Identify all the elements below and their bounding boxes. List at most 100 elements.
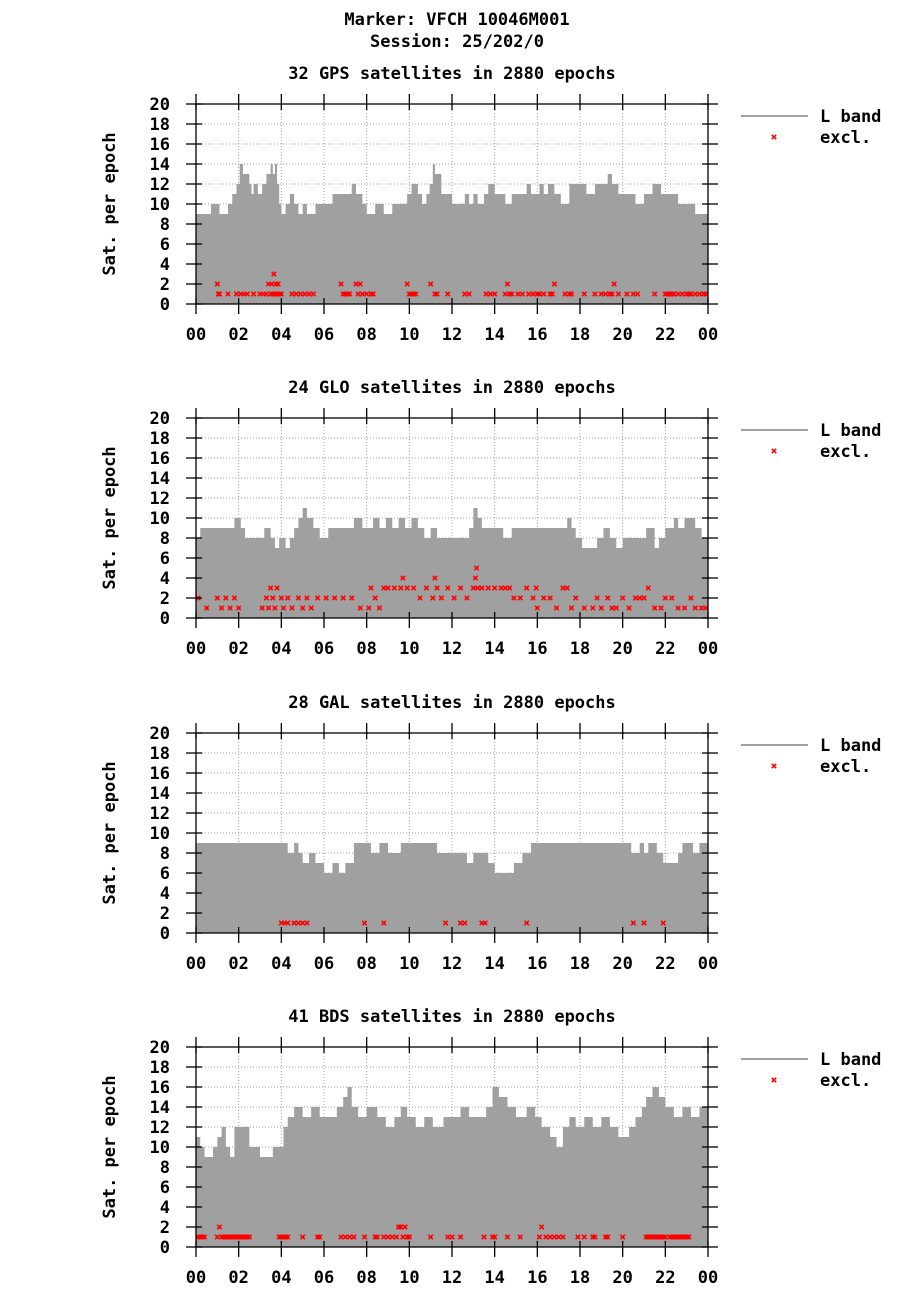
x-tick-label: 10 [399,1268,419,1288]
y-tick-label: 16 [150,449,170,469]
excl-point [398,1224,404,1230]
excl-point [592,1234,598,1240]
x-tick-label: 06 [314,325,334,345]
y-axis-label: Sat. per epoch [100,446,120,589]
y-tick-label: 18 [150,115,170,135]
excl-point [391,585,398,591]
excl-point [306,291,312,297]
y-tick-label: 0 [160,295,170,315]
excl-point [289,291,295,297]
excl-point [568,291,575,297]
excl-point [434,291,440,297]
excl-point [406,1234,413,1240]
excl-point [473,565,480,571]
y-tick-label: 14 [150,469,170,489]
excl-point [540,291,547,297]
excl-point [517,595,524,601]
excl-point [491,291,498,297]
excl-point [641,920,647,926]
x-tick-label: 18 [570,639,590,659]
excl-point [359,291,366,297]
excl-point [304,595,310,601]
excl-point [402,1224,408,1230]
excl-point [314,595,321,601]
y-tick-label: 8 [160,215,170,235]
y-tick-label: 8 [160,1158,170,1178]
excl-point [284,595,291,601]
excl-point [547,1234,553,1240]
excl-point [630,920,637,926]
x-tick-label: 04 [271,1268,291,1288]
excl-point [427,1234,434,1240]
excl-point [295,920,302,926]
x-tick-label: 06 [314,639,334,659]
x-tick-label: 20 [612,639,632,659]
x-tick-label: 04 [271,325,291,345]
excl-point [619,595,626,601]
excl-point [278,291,285,297]
x-tick-label: 00 [698,954,718,974]
excl-point [274,585,280,591]
excl-point [275,281,281,287]
y-tick-label: 4 [160,884,170,904]
x-tick-label: 02 [228,1268,248,1288]
excl-point [380,1234,387,1240]
excl-point [483,291,489,297]
excl-point [361,1234,368,1240]
excl-point [696,291,703,297]
excl-point [549,291,556,297]
excl-point [444,291,451,297]
excl-point [688,291,694,297]
x-tick-label: 02 [228,639,248,659]
excl-point [214,595,221,601]
x-tick-label: 16 [527,1268,547,1288]
excl-point [355,291,361,297]
excl-point [538,1224,545,1230]
x-tick-label: 18 [570,1268,590,1288]
excl-point [502,291,509,297]
x-tick-label: 22 [655,1268,675,1288]
excl-point [271,271,277,277]
excl-point [553,605,560,611]
excl-point [310,291,317,297]
excl-point [297,291,304,297]
excl-point [662,595,669,601]
y-tick-label: 12 [150,489,170,509]
excl-point [523,920,530,926]
excl-point [216,1224,223,1230]
excl-point [698,605,705,611]
chart-panel: 24 GLO satellites in 2880 epochs Sat. per… [100,378,881,659]
excl-point [508,291,515,297]
excl-point [474,585,481,591]
x-tick-label: 12 [442,325,462,345]
excl-point [353,281,359,287]
x-tick-label: 14 [484,639,504,659]
excl-point [530,595,536,601]
excl-point [246,1234,253,1240]
excl-point [462,291,468,297]
excl-point [604,1234,611,1240]
excl-point [592,291,598,297]
excl-point [681,605,688,611]
x-tick-label: 00 [186,639,206,659]
excl-point [675,291,681,297]
x-tick-label: 22 [655,639,675,659]
legend-label-excl: excl. [820,1071,871,1091]
excl-point [581,605,588,611]
excl-point [641,595,647,601]
excl-point [498,585,504,591]
excl-point [250,291,257,297]
excl-point [385,1234,391,1240]
excl-point [594,595,600,601]
x-tick-label: 00 [698,639,718,659]
excl-point [299,920,306,926]
excl-point [668,595,675,601]
excl-point [385,585,391,591]
y-tick-label: 20 [150,95,170,115]
excl-point [679,291,686,297]
marker-title: Marker: VFCH 10046M001 [344,10,570,30]
y-tick-label: 6 [160,864,170,884]
x-tick-label: 10 [399,639,419,659]
y-tick-label: 20 [150,409,170,429]
